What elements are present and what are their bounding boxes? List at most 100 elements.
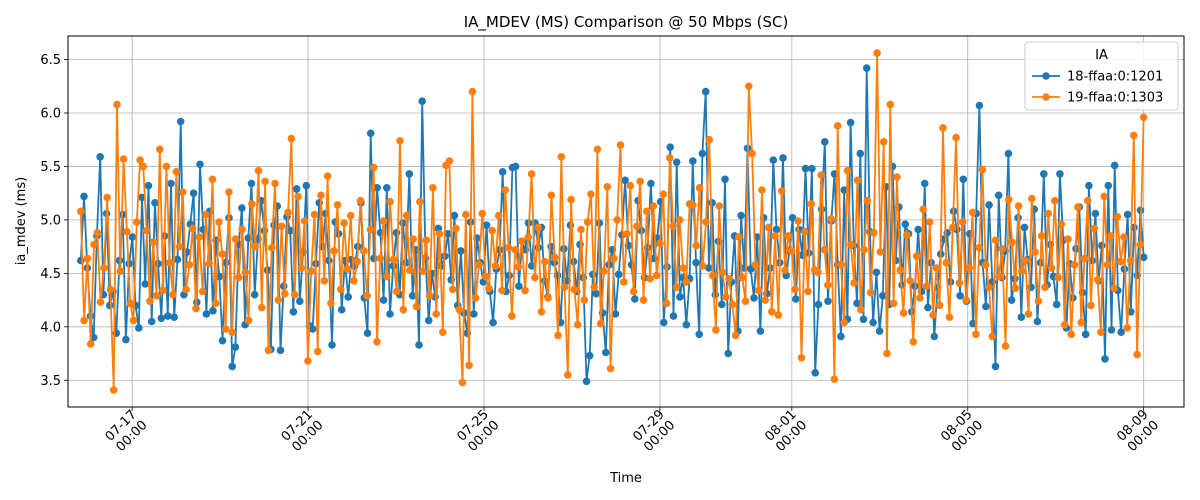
data-point: [1047, 264, 1056, 272]
data-point: [128, 233, 137, 241]
data-point: [926, 218, 934, 226]
data-point: [711, 290, 720, 299]
data-point: [577, 225, 585, 234]
data-point: [465, 361, 473, 370]
data-point: [439, 328, 447, 337]
data-point: [281, 289, 289, 298]
data-point: [583, 218, 592, 226]
data-point: [705, 135, 714, 144]
data-point: [1107, 326, 1116, 334]
data-point: [1033, 317, 1042, 326]
data-point: [323, 172, 332, 180]
data-point: [942, 258, 950, 267]
legend-marker: [1042, 93, 1050, 101]
data-point: [1098, 241, 1106, 250]
data-point: [1080, 254, 1089, 263]
legend-title: IA: [1095, 48, 1108, 63]
data-point: [994, 191, 1003, 200]
data-point: [856, 149, 865, 158]
data-point: [856, 305, 865, 314]
data-point: [129, 316, 138, 325]
data-point: [1044, 209, 1053, 218]
plot-frame: [67, 35, 1185, 408]
data-point: [363, 292, 371, 300]
data-point: [247, 179, 256, 188]
data-point: [415, 341, 423, 349]
data-point: [173, 255, 182, 264]
data-point: [959, 175, 968, 184]
data-point: [797, 354, 806, 362]
data-point: [909, 338, 918, 346]
data-point: [669, 312, 678, 320]
data-point: [399, 305, 408, 314]
data-point: [1051, 196, 1059, 205]
data-point: [274, 296, 283, 304]
data-point: [408, 292, 417, 300]
data-point: [725, 274, 733, 283]
data-point: [945, 313, 954, 322]
data-point: [611, 310, 620, 318]
y-tick-label: 5.5: [40, 160, 61, 175]
data-point: [772, 225, 781, 234]
data-point: [475, 261, 483, 269]
data-point: [764, 223, 773, 232]
data-point: [346, 211, 355, 220]
data-point: [919, 205, 927, 213]
data-point: [682, 320, 691, 329]
data-point: [791, 285, 799, 294]
legend-label: 18-ffaa:0:1201: [1067, 70, 1163, 85]
series-line: [79, 52, 1145, 391]
data-point: [369, 163, 378, 172]
data-point: [804, 287, 812, 296]
data-point: [1139, 253, 1148, 262]
data-point: [614, 270, 623, 279]
data-point: [991, 236, 1000, 244]
data-point: [808, 164, 816, 173]
data-point: [788, 214, 797, 222]
data-point: [294, 192, 302, 201]
data-point: [930, 332, 939, 341]
data-point: [287, 134, 296, 143]
data-point: [383, 272, 391, 281]
data-point: [482, 221, 491, 229]
legend-entry: 19-ffaa:0:1303: [1032, 91, 1163, 106]
data-point: [633, 222, 641, 231]
data-point: [337, 305, 346, 314]
data-point: [840, 318, 848, 327]
data-point: [511, 162, 520, 171]
data-point: [769, 156, 778, 164]
data-point: [870, 228, 878, 237]
data-point: [1024, 310, 1033, 318]
data-point: [228, 328, 236, 337]
data-point: [564, 371, 572, 379]
data-point: [962, 296, 970, 304]
data-point: [458, 378, 467, 387]
data-point: [308, 325, 317, 333]
data-point: [238, 225, 246, 234]
data-point: [761, 296, 770, 304]
data-point: [924, 303, 932, 312]
data-point: [692, 241, 700, 250]
data-point: [1021, 256, 1029, 265]
data-point: [872, 268, 881, 277]
data-point: [103, 193, 111, 202]
data-point: [689, 201, 697, 209]
data-point: [231, 343, 240, 351]
data-point: [593, 145, 602, 154]
data-point: [146, 297, 154, 306]
data-point: [511, 246, 519, 254]
data-point: [669, 222, 677, 231]
data-point: [221, 325, 230, 333]
data-point: [392, 228, 401, 237]
data-point: [708, 199, 716, 207]
data-point: [771, 232, 779, 240]
y-tick-label: 3.5: [40, 374, 61, 389]
data-point: [225, 188, 233, 196]
data-point: [914, 225, 922, 234]
data-point: [267, 243, 276, 252]
data-point: [508, 312, 516, 320]
data-point: [1014, 202, 1023, 210]
y-axis-label: ia_mdev (ms): [14, 177, 29, 265]
data-point: [1011, 284, 1020, 293]
data-point: [745, 82, 753, 91]
